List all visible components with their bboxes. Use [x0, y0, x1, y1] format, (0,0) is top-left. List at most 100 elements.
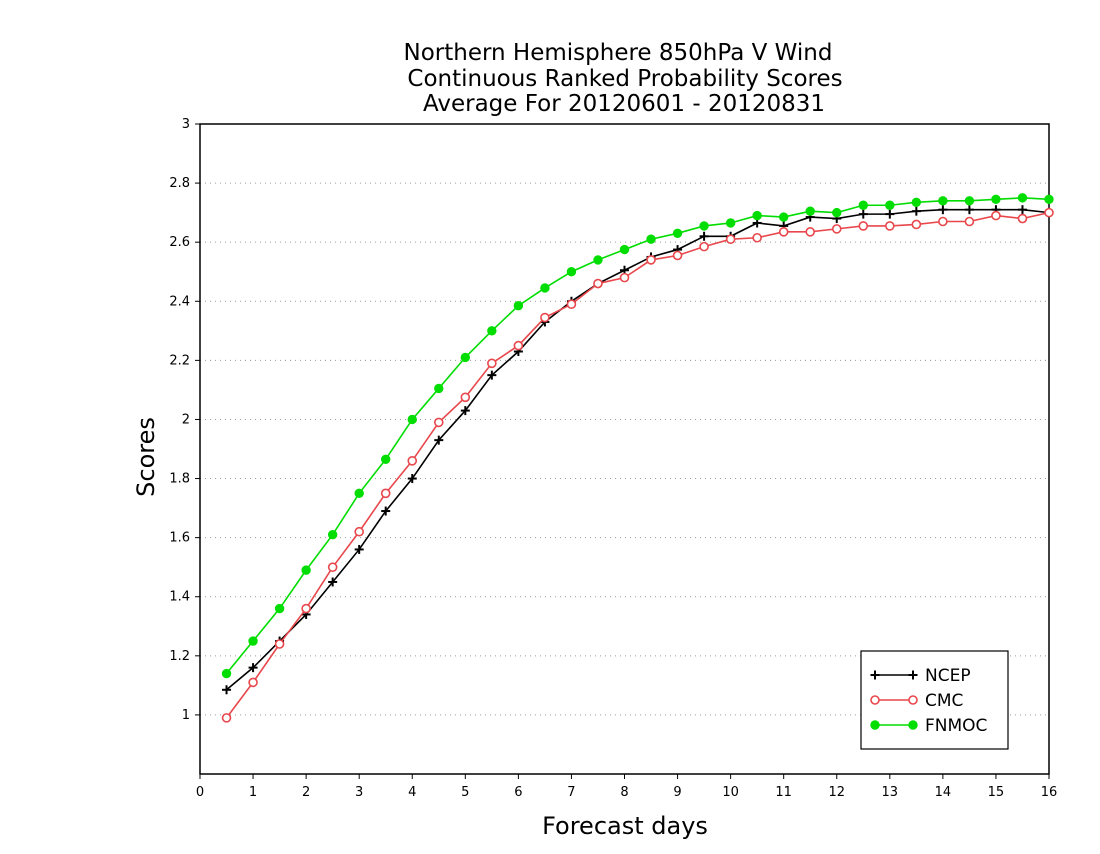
legend-marker-end-ncep [908, 670, 918, 680]
ncep-point-0 [222, 685, 232, 695]
legend-marker-start-cmc [870, 695, 880, 705]
cmc-point-16 [646, 255, 656, 265]
cmc-point-24 [858, 221, 869, 231]
fnmoc-point-9 [460, 352, 471, 363]
ncep-point-7 [407, 474, 417, 484]
cmc-point-20 [752, 232, 762, 243]
ncep-point-27 [938, 205, 948, 215]
cmc-point-28 [964, 216, 975, 227]
cmc-point-11 [513, 340, 524, 351]
cmc-point-17 [672, 250, 683, 261]
cmc-point-9 [460, 392, 471, 403]
cmc-point-1 [248, 677, 258, 688]
title-line-3: Average For 20120601 - 20120831 [423, 91, 825, 117]
legend: NCEP CMC FNMOC [860, 650, 1009, 750]
legend-label-cmc: CMC [925, 691, 963, 711]
fnmoc-point-10 [487, 326, 497, 336]
fnmoc-point-19 [725, 218, 736, 228]
y-tick-label-9: 2.8 [169, 176, 190, 191]
x-tick-label-0: 0 [196, 785, 204, 800]
fnmoc-point-2 [274, 603, 285, 614]
ncep-point-24 [858, 209, 868, 219]
fnmoc-point-13 [566, 267, 577, 277]
cmc-point-18 [699, 241, 709, 252]
cmc-point-27 [938, 216, 948, 227]
cmc-point-7 [407, 456, 418, 466]
ncep-point-25 [885, 209, 895, 219]
ncep-point-18 [699, 231, 709, 241]
ncep-point-30 [1017, 205, 1027, 215]
legend-marker-end-cmc [908, 695, 918, 705]
fnmoc-point-16 [646, 234, 656, 244]
fnmoc-point-22 [805, 206, 815, 216]
ncep-point-4 [328, 577, 338, 587]
plot-frame [199, 123, 1050, 775]
title-line-1: Northern Hemisphere 850hPa V Wind [404, 40, 833, 66]
cmc-point-15 [619, 272, 630, 283]
fnmoc-point-12 [540, 283, 550, 293]
x-tick-label-16: 16 [1041, 785, 1058, 800]
fnmoc-point-25 [885, 200, 895, 210]
x-axis-title: Forecast days [542, 812, 708, 840]
legend-entry-cmc: CMC [870, 691, 963, 711]
x-tick-label-11: 11 [775, 785, 792, 800]
data-series [221, 193, 1054, 723]
x-tick-label-13: 13 [882, 785, 899, 800]
fnmoc-point-0 [221, 668, 232, 679]
cmc-point-25 [885, 221, 895, 231]
cmc-point-6 [380, 488, 391, 499]
fnmoc-point-28 [964, 196, 975, 206]
x-tick-label-1: 1 [249, 785, 257, 800]
fnmoc-point-3 [301, 565, 311, 575]
cmc-point-3 [301, 603, 311, 614]
cmc-point-22 [805, 227, 816, 237]
series-line-ncep [226, 208, 1050, 691]
fnmoc-point-29 [991, 194, 1001, 205]
title-line-2: Continuous Ranked Probability Scores [407, 66, 842, 92]
gridlines [200, 182, 1049, 716]
x-tick-label-6: 6 [514, 785, 522, 800]
cmc-point-5 [354, 526, 364, 537]
y-tick-label-10: 3 [182, 117, 190, 132]
x-tick-label-7: 7 [567, 785, 575, 800]
fnmoc-point-14 [593, 255, 603, 265]
fnmoc-point-26 [911, 197, 922, 207]
y-tick-label-0: 1 [182, 708, 190, 723]
y-tick-label-5: 2 [182, 412, 190, 427]
x-tick-label-5: 5 [461, 785, 469, 800]
legend-label-fnmoc: FNMOC [925, 716, 987, 736]
cmc-point-13 [566, 299, 577, 310]
series-ncep [222, 205, 1054, 695]
y-tick-label-8: 2.6 [169, 235, 190, 250]
fnmoc-point-6 [381, 454, 391, 465]
ncep-point-5 [354, 544, 364, 554]
fnmoc-point-17 [672, 228, 683, 239]
y-tick-label-3: 1.6 [169, 531, 190, 546]
cmc-point-19 [725, 234, 736, 245]
legend-entry-fnmoc: FNMOC [870, 716, 987, 736]
fnmoc-point-20 [752, 210, 762, 221]
fnmoc-point-15 [619, 244, 630, 255]
x-tick-label-4: 4 [408, 785, 416, 800]
cmc-point-21 [778, 227, 789, 237]
y-tick-label-6: 2.2 [169, 353, 190, 368]
ncep-point-9 [460, 406, 470, 416]
fnmoc-point-21 [778, 212, 789, 222]
cmc-point-31 [1044, 207, 1054, 218]
cmc-point-2 [274, 639, 285, 649]
ncep-point-8 [434, 435, 444, 445]
x-tick-label-14: 14 [935, 785, 952, 800]
y-axis-title: Scores [132, 417, 160, 497]
ncep-point-1 [248, 663, 258, 673]
fnmoc-point-27 [938, 196, 948, 206]
fnmoc-point-30 [1017, 193, 1028, 203]
fnmoc-point-18 [699, 221, 709, 231]
x-tick-label-10: 10 [722, 785, 739, 800]
series-fnmoc [221, 193, 1054, 679]
legend-marker-end-fnmoc [908, 720, 918, 730]
ncep-point-10 [487, 370, 497, 380]
axes: 11.21.41.61.822.22.42.62.830 1 2 3 4 5 6 7 8 9 10 1… [169, 117, 1057, 800]
legend-marker-start-fnmoc [870, 720, 880, 730]
fnmoc-point-1 [248, 636, 258, 646]
